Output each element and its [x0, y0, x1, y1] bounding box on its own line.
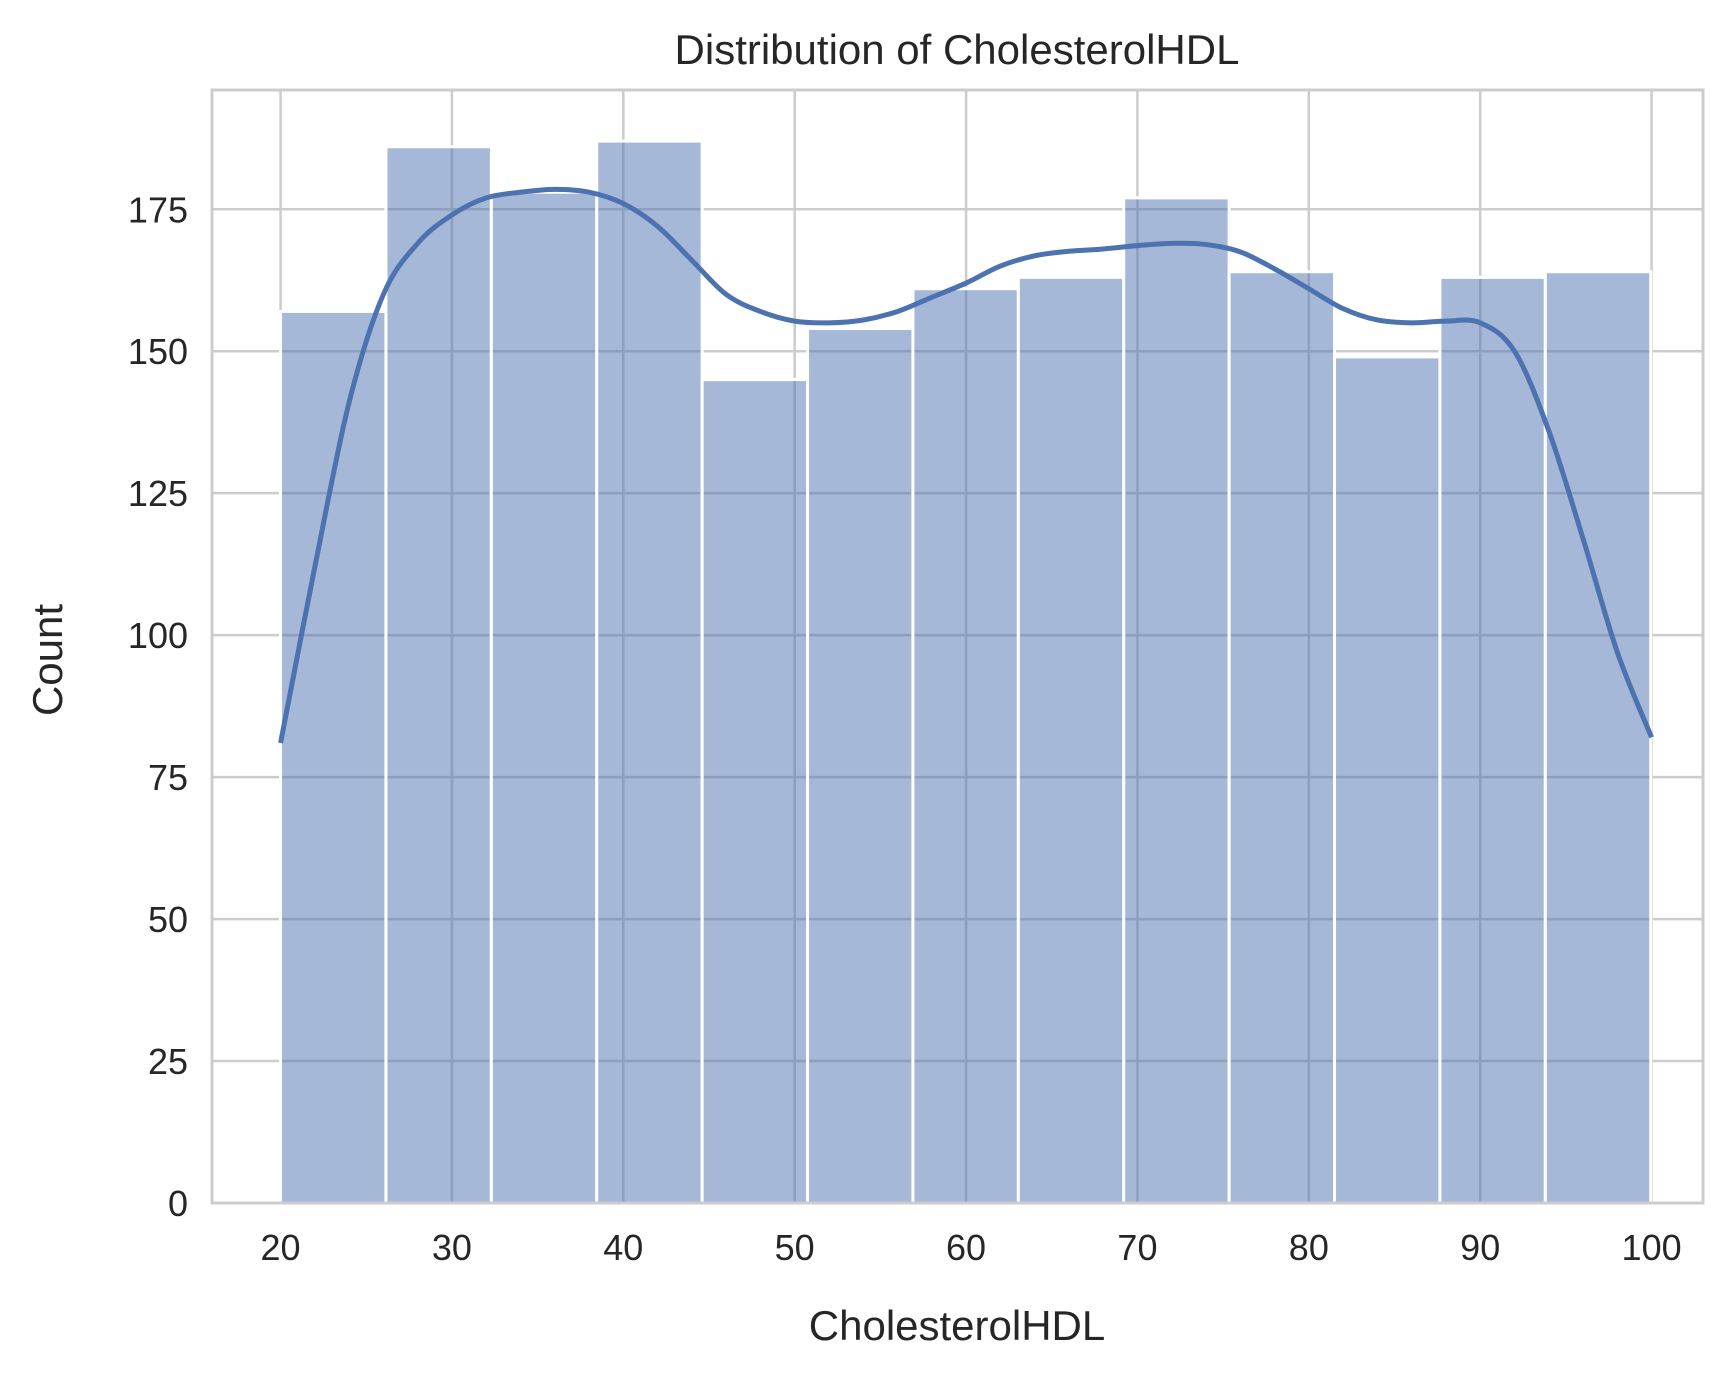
histogram-bar — [279, 309, 388, 1205]
kde-layer — [278, 186, 1654, 744]
x-tick-label: 100 — [1622, 1227, 1682, 1268]
y-tick-label: 150 — [128, 331, 188, 372]
kde-curve — [278, 186, 1654, 744]
y-tick-label: 25 — [148, 1041, 188, 1082]
x-tick-label: 70 — [1117, 1227, 1157, 1268]
histogram-bar — [806, 327, 915, 1205]
y-tick-label: 125 — [128, 473, 188, 514]
histogram-bar — [1016, 275, 1126, 1205]
bars-layer — [279, 139, 1653, 1205]
x-tick-label: 90 — [1460, 1227, 1500, 1268]
y-tick-label: 0 — [168, 1183, 188, 1224]
histogram-bar — [1333, 355, 1442, 1205]
histogram-bar — [384, 145, 493, 1205]
x-tick-label: 50 — [775, 1227, 815, 1268]
histogram-bar — [1438, 275, 1547, 1205]
x-tick-label: 40 — [603, 1227, 643, 1268]
y-tick-label: 175 — [128, 189, 188, 230]
plot-frame — [210, 88, 1705, 1205]
chart-title: Distribution of CholesterolHDL — [675, 26, 1240, 73]
histogram-bar — [911, 287, 1020, 1205]
histogram-bar — [595, 139, 704, 1205]
tick-labels: 20 30 40 50 60 70 80 90 100 0 25 50 75 100 125 150 175 — [128, 189, 1682, 1268]
y-tick-label: 100 — [128, 615, 188, 656]
x-tick-label: 20 — [261, 1227, 301, 1268]
y-tick-label: 50 — [148, 899, 188, 940]
histogram-bar — [1543, 270, 1653, 1205]
histogram-bar — [700, 378, 810, 1205]
histogram-bar — [1122, 196, 1231, 1205]
x-tick-label: 30 — [432, 1227, 472, 1268]
y-axis-label: Count — [24, 604, 71, 716]
axes-spines — [210, 88, 1705, 1205]
x-tick-label: 60 — [946, 1227, 986, 1268]
x-tick-label: 80 — [1289, 1227, 1329, 1268]
x-axis-label: CholesterolHDL — [809, 1302, 1105, 1349]
histogram-bar — [1227, 270, 1337, 1205]
histogram-bar — [489, 190, 599, 1205]
y-tick-label: 75 — [148, 757, 188, 798]
